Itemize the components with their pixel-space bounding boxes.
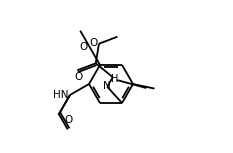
Text: O: O	[80, 42, 88, 52]
Text: O: O	[64, 115, 72, 125]
Text: O: O	[90, 38, 98, 48]
Text: H: H	[111, 74, 118, 84]
Text: HN: HN	[53, 90, 69, 100]
Text: N: N	[103, 81, 111, 91]
Text: O: O	[74, 72, 82, 82]
